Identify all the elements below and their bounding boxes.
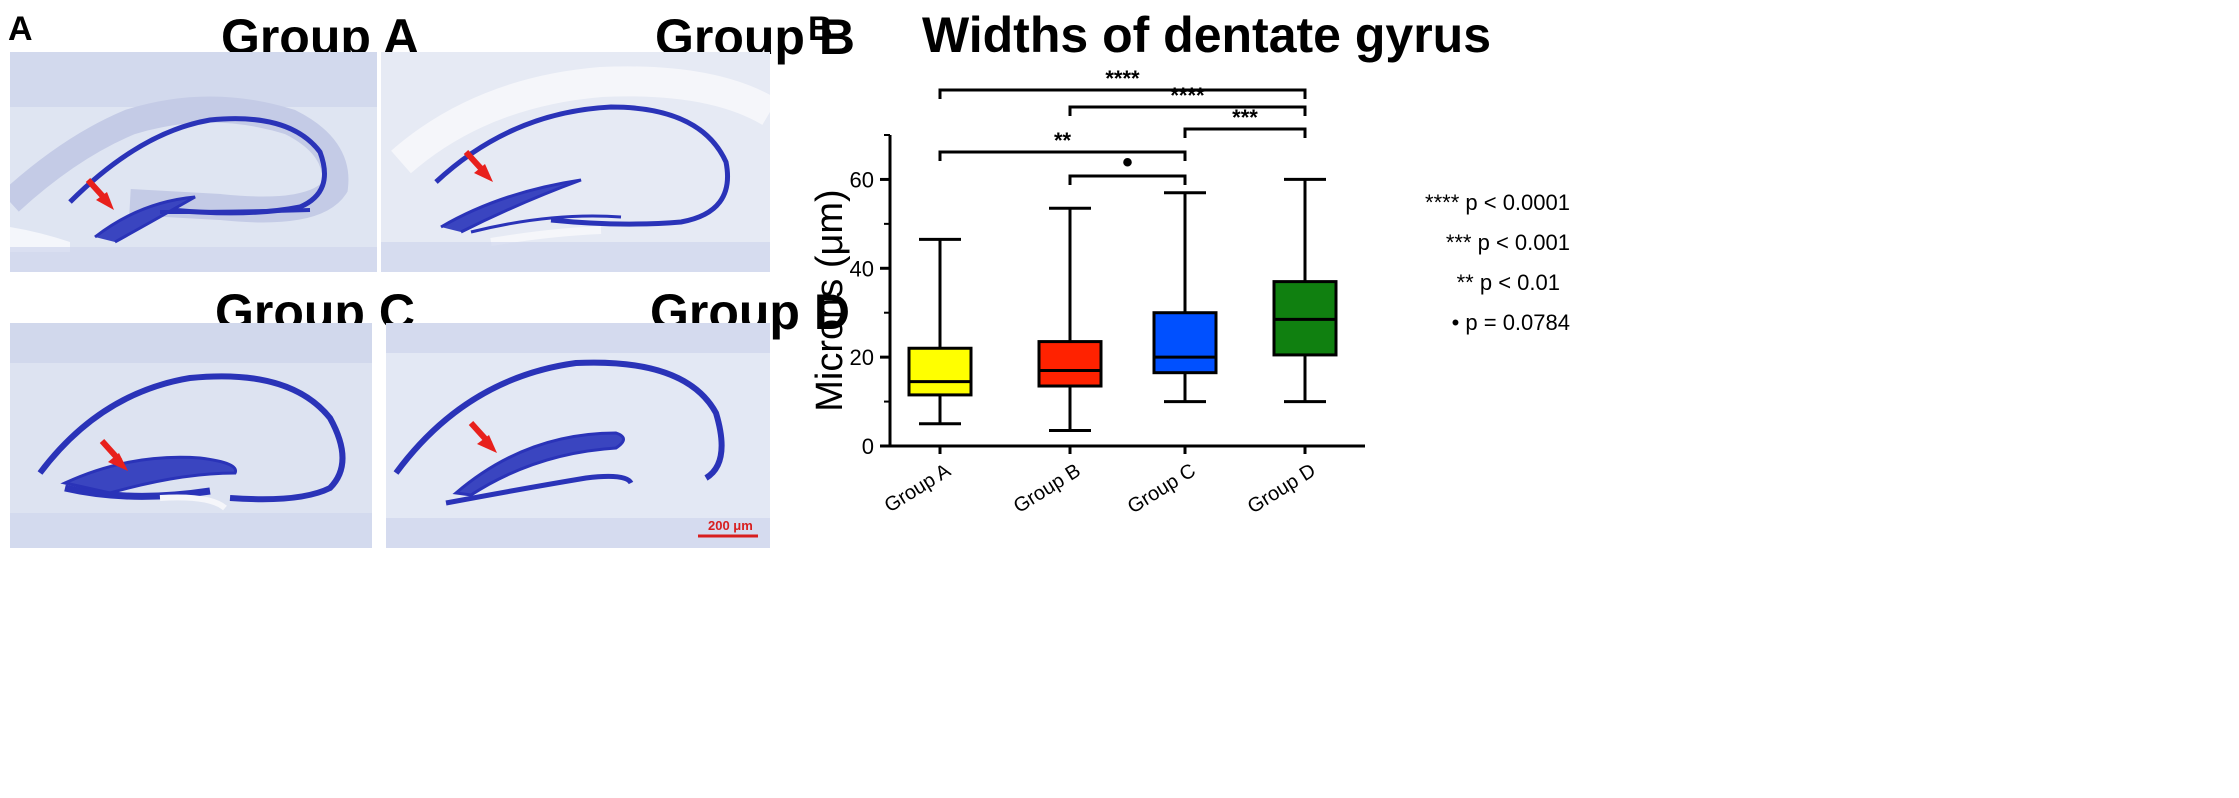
y-tick-label: 60: [850, 167, 874, 192]
box-group-a: [907, 346, 973, 397]
comparison-label: ***: [1232, 105, 1258, 130]
x-tick-label: Group D: [1244, 460, 1320, 519]
legend-item: ** p < 0.01: [1360, 270, 1560, 296]
panel-a-label: A: [8, 10, 33, 48]
x-tick-label: Group C: [1124, 460, 1200, 519]
scale-bar-label: 200 μm: [708, 518, 753, 533]
legend-text: p < 0.001: [1477, 230, 1570, 255]
comparison-label: •: [1122, 146, 1133, 179]
comparison-label: ****: [1105, 66, 1140, 91]
panel-b-label: B: [808, 10, 833, 48]
micrograph-group-c: [10, 323, 372, 548]
comparison-bracket: [1068, 105, 1307, 116]
comparison-bracket: [1068, 174, 1187, 185]
legend-text: p < 0.01: [1479, 270, 1560, 295]
micrograph-group-b: [381, 52, 770, 272]
legend-stars: ***: [1445, 230, 1472, 255]
y-tick-label: 40: [850, 256, 874, 281]
box-group-b: [1037, 340, 1103, 388]
comparison-bracket: [938, 88, 1307, 99]
legend-text: p = 0.0784: [1465, 310, 1570, 335]
x-tick-label: Group A: [881, 459, 955, 517]
comparison-bracket: [938, 150, 1187, 161]
legend-item: • p = 0.0784: [1360, 310, 1570, 336]
y-tick-label: 20: [850, 345, 874, 370]
legend-item: *** p < 0.001: [1360, 230, 1570, 256]
micrograph-group-d: 200 μm: [386, 323, 770, 548]
y-tick-label: 0: [862, 434, 874, 459]
comparison-bracket: [1183, 127, 1307, 138]
chart-title: Widths of dentate gyrus: [922, 7, 1492, 63]
comparison-label: **: [1054, 128, 1072, 153]
legend-stars: ****: [1425, 190, 1460, 215]
comparison-label: ****: [1170, 83, 1205, 108]
micrograph-group-a: [10, 52, 377, 272]
box-group-c: [1152, 311, 1218, 375]
legend-text: p < 0.0001: [1465, 190, 1570, 215]
legend-stars: **: [1456, 270, 1474, 295]
x-tick-label: Group B: [1010, 460, 1085, 518]
y-axis-label: Microns (μm): [809, 189, 851, 411]
legend-item: **** p < 0.0001: [1360, 190, 1570, 216]
legend-stars: •: [1451, 310, 1460, 335]
